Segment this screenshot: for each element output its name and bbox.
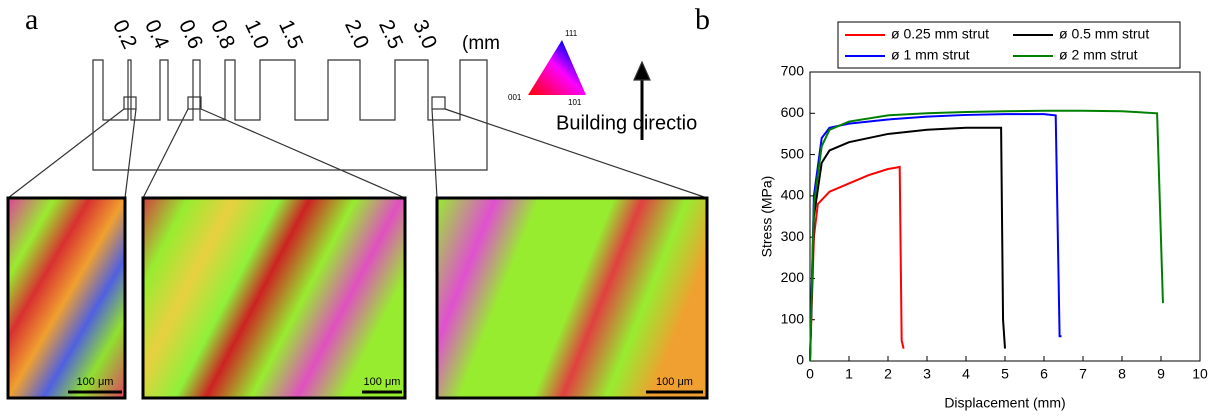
x-tick-label: 10 [1192, 366, 1208, 382]
line [809, 113, 1062, 362]
panel-label: b [695, 3, 710, 36]
width-label: 0.6 [174, 16, 207, 52]
width-label: 0.4 [140, 16, 173, 52]
legend-label: ø 2 mm strut [1059, 47, 1138, 63]
scale-label: 100 μm [656, 376, 693, 388]
legend-label: ø 1 mm strut [891, 47, 970, 63]
region-box [187, 96, 202, 110]
ipf-top: 111 [565, 29, 578, 38]
y-tick-label: 100 [781, 310, 805, 326]
legend-label: ø 0.5 mm strut [1059, 26, 1149, 42]
x-axis-label: Displacement (mm) [944, 395, 1065, 411]
arrow-head [633, 60, 651, 81]
width-label: 1.5 [274, 16, 307, 52]
region-box [123, 96, 137, 110]
y-tick-label: 500 [781, 145, 805, 161]
y-tick-label: 400 [781, 187, 805, 203]
plot-frame [809, 71, 1201, 362]
ipf-left: 001 [508, 93, 522, 102]
line [809, 109, 1164, 362]
y-tick-label: 600 [781, 104, 805, 120]
comb-sample [92, 59, 488, 171]
building-direction: Building directio [556, 112, 697, 134]
panel-b: b 0 100 200 300 400 500 600 700 0 1 2 3 4 5 6 7 8 9 10 Displ… [695, 3, 1208, 411]
y-tick-label: 200 [781, 269, 805, 285]
width-label: 3.0 [408, 16, 441, 52]
ebsd-map [6, 196, 127, 400]
scale-label: 100 μm [77, 376, 114, 388]
connector [7, 108, 708, 199]
width-label: 0.2 [108, 16, 141, 52]
panel-label: a [25, 3, 38, 36]
ipf-right: 101 [568, 98, 582, 107]
scale-label: 100 μm [364, 376, 401, 388]
line [809, 126, 1006, 362]
x-tick-label: 1 [845, 366, 853, 382]
x-tick-label: 8 [1118, 366, 1126, 382]
x-tick-label: 3 [923, 366, 931, 382]
legend-box [837, 21, 1181, 69]
ipf-triangle [528, 40, 586, 95]
x-tick-label: 0 [806, 366, 814, 382]
x-tick-label: 6 [1040, 366, 1048, 382]
ebsd-map [141, 196, 407, 400]
region-box [431, 96, 446, 110]
y-tick-label: 0 [796, 352, 804, 368]
width-label: 0.8 [206, 16, 239, 52]
y-axis-label: Stress (MPa) [759, 176, 775, 258]
width-label: 1.0 [240, 16, 273, 52]
x-tick-label: 9 [1157, 366, 1165, 382]
legend-label: ø 0.25 mm strut [891, 26, 989, 42]
x-tick-label: 7 [1079, 366, 1087, 382]
y-tick-label: 300 [781, 228, 805, 244]
x-tick-label: 5 [1001, 366, 1009, 382]
panel-a [7, 59, 708, 199]
width-label: 2.0 [340, 16, 373, 52]
x-tick-label: 4 [962, 366, 970, 382]
ebsd-map [435, 196, 709, 400]
y-tick-label: 700 [781, 63, 805, 79]
line [809, 165, 905, 362]
unit-label: (mm [462, 33, 500, 54]
x-tick-label: 2 [884, 366, 892, 382]
width-label: 2.5 [374, 16, 407, 52]
